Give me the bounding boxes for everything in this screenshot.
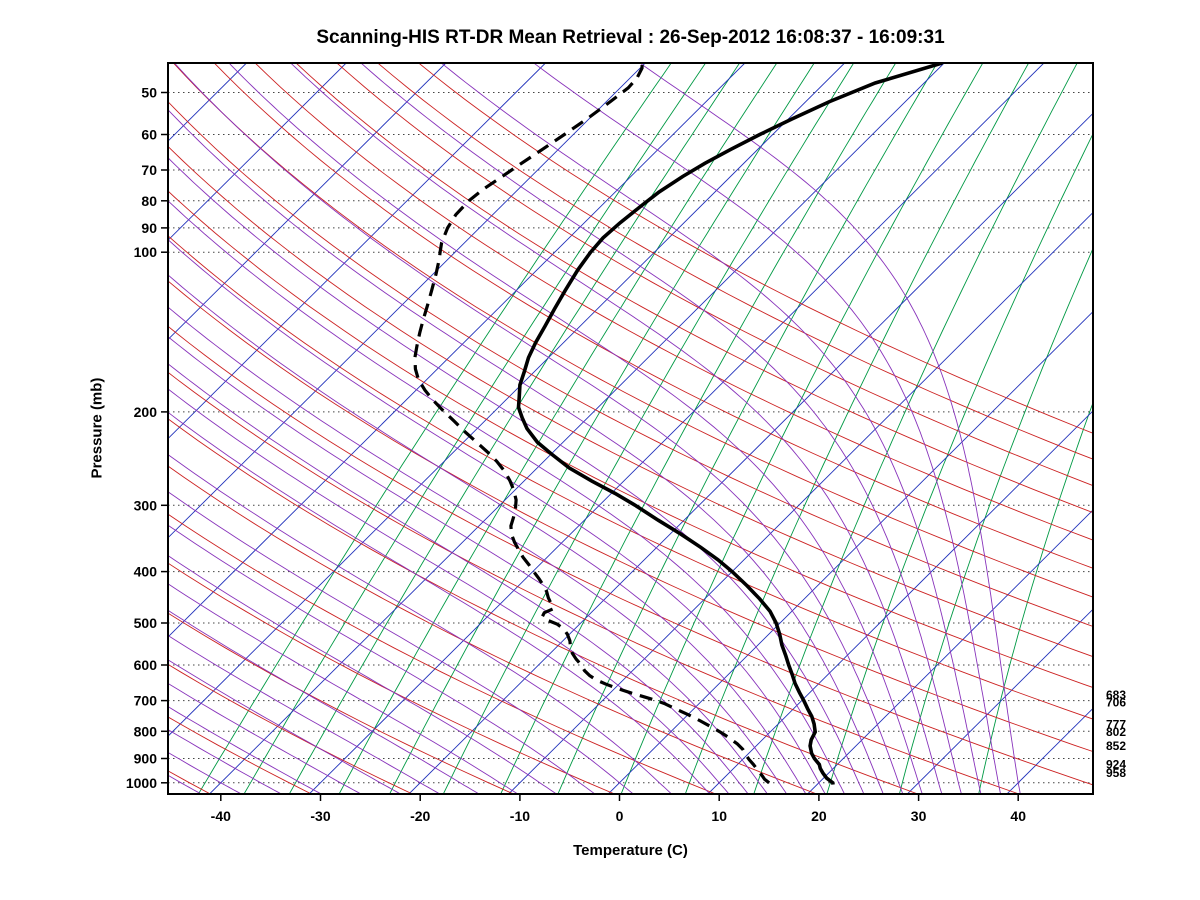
axis-tick-labels: 5060708090100200300400500600700800900100… [126, 85, 1026, 825]
svg-text:683: 683 [1106, 688, 1126, 702]
svg-text:1000: 1000 [126, 775, 157, 791]
svg-text:-40: -40 [211, 808, 231, 824]
svg-text:60: 60 [141, 127, 157, 143]
axis-ticks [161, 91, 1019, 801]
sounding-profiles [413, 63, 943, 785]
svg-text:777: 777 [1106, 718, 1126, 732]
svg-text:800: 800 [134, 723, 158, 739]
x-axis-label: Temperature (C) [573, 842, 688, 859]
svg-text:-30: -30 [310, 808, 330, 824]
y-axis-label: Pressure (mb) [88, 377, 106, 479]
svg-text:924: 924 [1106, 758, 1126, 772]
svg-text:958: 958 [1106, 766, 1126, 780]
svg-text:200: 200 [134, 404, 158, 420]
svg-text:100: 100 [134, 244, 158, 260]
svg-text:70: 70 [141, 162, 157, 178]
svg-text:50: 50 [141, 85, 157, 101]
chart-title: Scanning-HIS RT-DR Mean Retrieval : 26-S… [316, 27, 945, 48]
svg-text:500: 500 [134, 615, 158, 631]
svg-text:802: 802 [1106, 725, 1126, 739]
svg-text:40: 40 [1010, 808, 1026, 824]
svg-text:0: 0 [616, 808, 624, 824]
svg-text:706: 706 [1106, 696, 1126, 710]
svg-text:400: 400 [134, 564, 158, 580]
svg-text:30: 30 [911, 808, 927, 824]
svg-text:80: 80 [141, 193, 157, 209]
background-isopleths [168, 63, 1093, 794]
svg-text:10: 10 [711, 808, 727, 824]
svg-text:900: 900 [134, 751, 158, 767]
plot-frame [167, 62, 1094, 795]
svg-text:90: 90 [141, 220, 157, 236]
svg-text:-20: -20 [410, 808, 430, 824]
svg-text:-10: -10 [510, 808, 530, 824]
svg-text:600: 600 [134, 657, 158, 673]
svg-text:852: 852 [1106, 739, 1126, 753]
svg-text:300: 300 [134, 497, 158, 513]
svg-text:20: 20 [811, 808, 827, 824]
svg-text:700: 700 [134, 693, 158, 709]
